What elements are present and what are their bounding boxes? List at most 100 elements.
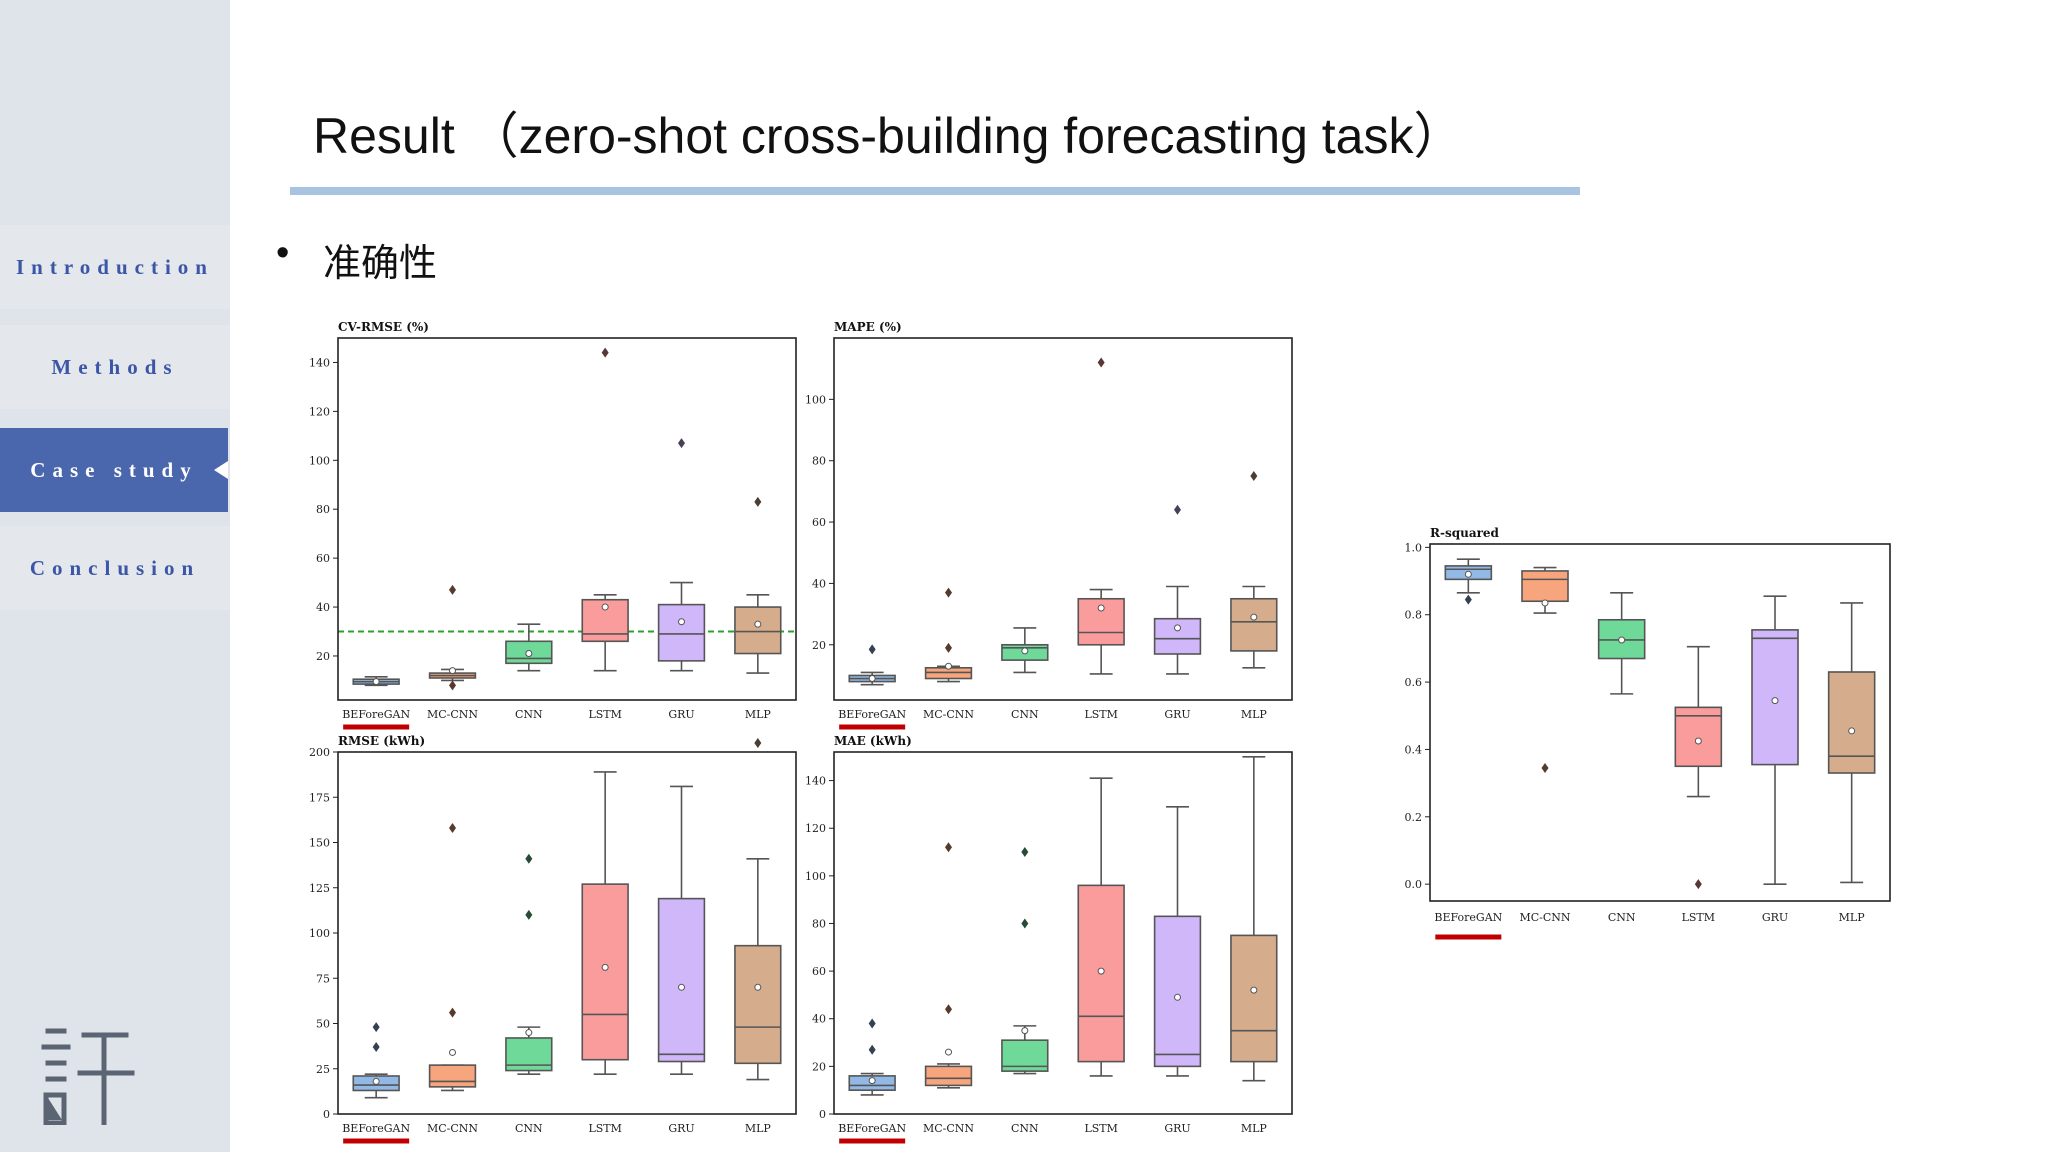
- iqr-box: [734, 606, 782, 655]
- outlier-marker: [1464, 594, 1472, 605]
- y-tick-label: 140: [309, 356, 330, 369]
- box-mc-cnn: [924, 842, 973, 1089]
- outlier-marker: [1097, 357, 1105, 368]
- mean-marker: [678, 983, 685, 991]
- x-tick-label: BEForeGAN: [1434, 911, 1502, 924]
- nav-item-introduction[interactable]: Introduction: [0, 225, 230, 309]
- mean-marker: [754, 620, 762, 628]
- box-cnn: [505, 853, 553, 1075]
- bullet-icon: •: [276, 232, 290, 274]
- box-gru: [657, 438, 706, 672]
- y-tick-label: 150: [309, 837, 330, 850]
- mean-marker: [1464, 570, 1472, 578]
- y-tick-label: 40: [812, 1013, 826, 1026]
- x-tick-label: BEForeGAN: [342, 1122, 410, 1135]
- nav-item-case-study[interactable]: Case study: [0, 428, 228, 512]
- outlier-marker: [449, 1007, 456, 1018]
- outlier-marker: [601, 347, 609, 358]
- outlier-marker: [1021, 847, 1029, 858]
- x-tick-label: LSTM: [1084, 708, 1117, 721]
- box-gru: [1153, 805, 1202, 1077]
- nav-item-methods[interactable]: Methods: [0, 325, 230, 409]
- box-beforegan: [848, 1018, 896, 1096]
- x-tick-label: BEForeGAN: [342, 708, 410, 721]
- box-lstm: [1077, 357, 1125, 675]
- y-tick-label: 100: [805, 393, 826, 406]
- mean-marker: [372, 1077, 380, 1085]
- x-tick-label: CNN: [1608, 911, 1636, 924]
- outlier-marker: [449, 584, 456, 595]
- mean-marker: [1021, 1027, 1029, 1035]
- mean-marker: [1250, 986, 1258, 994]
- outlier-marker: [945, 842, 952, 853]
- y-tick-label: 100: [309, 927, 330, 940]
- y-tick-label: 25: [316, 1063, 330, 1076]
- mean-marker: [1250, 613, 1258, 621]
- y-tick-label: 0: [819, 1108, 826, 1121]
- chart-title: RMSE (kWh): [338, 734, 425, 748]
- outlier-marker: [449, 823, 456, 834]
- outlier-marker: [1174, 504, 1181, 515]
- box-mlp: [1230, 471, 1278, 669]
- box-mc-cnn: [1521, 566, 1569, 773]
- box-gru: [1153, 504, 1202, 675]
- outlier-marker: [525, 853, 533, 864]
- y-tick-label: 120: [309, 405, 330, 418]
- box-lstm: [581, 771, 629, 1075]
- nav-label-conclusion: Conclusion: [29, 555, 201, 580]
- x-tick-label: CNN: [1011, 1122, 1039, 1135]
- mean-marker: [449, 1048, 456, 1056]
- y-tick-label: 175: [309, 791, 330, 804]
- outlier-marker: [945, 587, 952, 598]
- outlier-marker: [945, 1004, 952, 1015]
- mean-marker: [754, 983, 762, 991]
- iqr-box: [1597, 618, 1646, 660]
- outlier-marker: [449, 680, 456, 691]
- x-tick-label: MLP: [1241, 708, 1268, 721]
- plot-frame: [833, 337, 1293, 701]
- chart-title: MAE (kWh): [834, 734, 912, 748]
- x-tick-label: LSTM: [588, 1122, 621, 1135]
- r-squared-chart: R-squared 0.0 0.2 0.4 0.6 0.8 1.0 BEForeGAN MC-C…: [1405, 526, 1891, 940]
- mean-marker: [449, 667, 456, 675]
- box-gru: [657, 785, 706, 1075]
- active-indicator-arrow-icon: [214, 461, 228, 479]
- mean-marker: [372, 678, 380, 686]
- box-mc-cnn: [924, 587, 973, 683]
- y-tick-label: 75: [316, 972, 330, 985]
- y-tick-label: 0.4: [1405, 743, 1423, 756]
- y-tick-label: 0: [323, 1108, 330, 1121]
- box-mc-cnn: [428, 823, 477, 1092]
- outlier-marker: [945, 642, 952, 653]
- x-tick-label: MLP: [745, 1122, 772, 1135]
- y-tick-label: 80: [812, 917, 826, 930]
- box-lstm: [581, 347, 629, 672]
- mean-marker: [1771, 697, 1779, 705]
- y-tick-label: 40: [812, 577, 826, 590]
- nav-item-conclusion[interactable]: Conclusion: [0, 526, 230, 610]
- box-cnn: [1001, 847, 1049, 1075]
- outlier-marker: [754, 737, 762, 748]
- x-tick-label: GRU: [668, 708, 694, 721]
- box-mlp: [1230, 755, 1278, 1082]
- mean-marker: [1848, 727, 1856, 735]
- x-tick-label: CNN: [515, 708, 543, 721]
- x-tick-label: CNN: [1011, 708, 1039, 721]
- y-tick-label: 20: [316, 650, 330, 663]
- cv-rmse-chart: CV-RMSE (%) 20 40 60 80 100 120 140 BEForeGAN MC-…: [309, 320, 797, 730]
- y-tick-label: 40: [316, 601, 330, 614]
- chart-title: MAPE (%): [834, 320, 902, 334]
- box-mlp: [734, 737, 782, 1081]
- mean-marker: [601, 603, 609, 611]
- box-cnn: [1597, 592, 1646, 695]
- mean-marker: [1021, 647, 1029, 655]
- plot-frame: [337, 337, 797, 701]
- iqr-box: [1827, 671, 1876, 774]
- mean-marker: [1174, 624, 1181, 632]
- plot-frame: [1429, 543, 1891, 902]
- y-tick-label: 140: [805, 775, 826, 788]
- y-tick-label: 0.6: [1405, 676, 1423, 689]
- y-tick-label: 60: [812, 965, 826, 978]
- iqr-box: [1674, 706, 1723, 768]
- iqr-box: [1521, 570, 1569, 603]
